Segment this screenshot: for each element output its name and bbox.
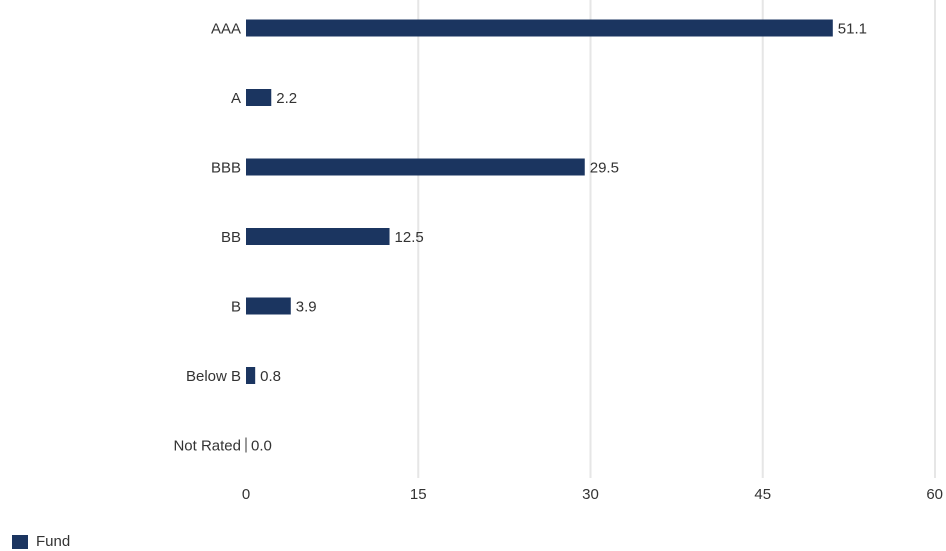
value-labels: 51.1 2.2 29.5 12.5 3.9 0.8 0.0: [251, 21, 867, 455]
bars: [245, 19, 833, 453]
grid-lines: [417, 0, 936, 478]
x-tick-label: 45: [754, 486, 771, 503]
legend: Fund: [12, 533, 70, 550]
legend-swatch-fund: [12, 534, 28, 549]
bar-below-b: [246, 367, 256, 384]
bar-bbb: [246, 158, 585, 176]
x-tick-label: 60: [926, 486, 943, 503]
category-label: Not Rated: [173, 438, 241, 455]
value-label: 51.1: [838, 21, 867, 38]
legend-label-fund: Fund: [36, 533, 71, 550]
value-label: 0.8: [260, 368, 281, 385]
bar-a: [246, 89, 272, 106]
x-tick-label: 30: [582, 486, 599, 503]
value-label: 12.5: [395, 229, 424, 246]
value-label: 3.9: [296, 299, 317, 316]
category-label: B: [231, 299, 241, 316]
x-tick-label: 15: [410, 486, 427, 503]
category-label: A: [231, 90, 241, 107]
category-label: BBB: [211, 160, 241, 177]
value-label: 2.2: [276, 90, 297, 107]
category-label: AAA: [211, 21, 241, 38]
x-tick-labels: 0 15 30 45 60: [242, 486, 943, 503]
bar-b: [246, 297, 291, 315]
bar-aaa: [246, 19, 833, 37]
value-label: 29.5: [590, 160, 619, 177]
category-label: BB: [221, 229, 241, 246]
bar-bb: [246, 228, 390, 245]
category-label: Below B: [186, 368, 241, 385]
x-tick-label: 0: [242, 486, 250, 503]
value-label: 0.0: [251, 438, 272, 455]
